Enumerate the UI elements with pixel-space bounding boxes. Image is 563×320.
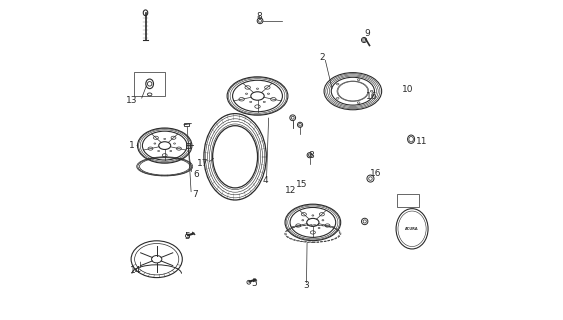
Text: ACURA: ACURA	[405, 227, 419, 231]
Bar	[185, 143, 190, 148]
Text: 1: 1	[129, 141, 135, 150]
Text: 2: 2	[320, 53, 325, 62]
Text: 16: 16	[366, 92, 377, 101]
Text: 10: 10	[402, 85, 414, 94]
Text: 16: 16	[369, 169, 381, 178]
Text: 12: 12	[285, 186, 297, 195]
Text: 5: 5	[184, 232, 190, 241]
Bar	[397, 194, 419, 207]
Text: 11: 11	[416, 137, 427, 146]
Text: 13: 13	[126, 96, 138, 105]
Text: 4: 4	[263, 176, 269, 185]
Text: 3: 3	[303, 281, 309, 290]
Text: 8: 8	[308, 151, 314, 160]
Text: 15: 15	[296, 180, 307, 189]
Text: 6: 6	[194, 170, 199, 179]
Text: 7: 7	[192, 190, 198, 199]
Bar	[135, 72, 165, 96]
Bar	[184, 123, 189, 126]
Text: 17: 17	[198, 159, 209, 168]
Text: 5: 5	[252, 279, 257, 288]
Text: 9: 9	[364, 29, 370, 38]
Text: 14: 14	[130, 266, 141, 275]
Text: 8: 8	[256, 12, 262, 20]
